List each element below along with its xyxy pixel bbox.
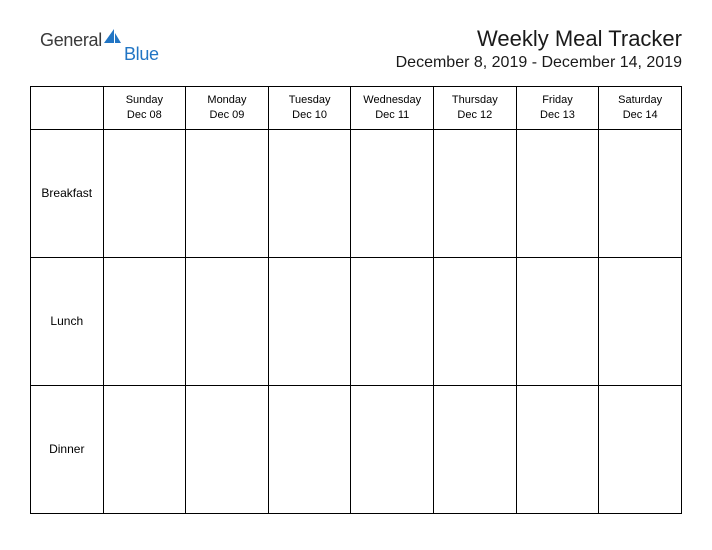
meal-cell[interactable]: [268, 129, 351, 257]
table-row: Dinner: [31, 385, 682, 513]
col-dayname: Wednesday: [353, 93, 431, 108]
meal-cell[interactable]: [351, 129, 434, 257]
col-daydate: Dec 12: [436, 108, 514, 123]
table-header-row: Sunday Dec 08 Monday Dec 09 Tuesday Dec …: [31, 87, 682, 130]
row-label: Dinner: [31, 385, 104, 513]
meal-cell[interactable]: [186, 129, 269, 257]
title-block: Weekly Meal Tracker December 8, 2019 - D…: [396, 26, 682, 72]
col-header: Friday Dec 13: [516, 87, 599, 130]
logo-word-blue: Blue: [124, 44, 159, 65]
col-dayname: Thursday: [436, 93, 514, 108]
meal-cell[interactable]: [434, 257, 517, 385]
col-daydate: Dec 13: [519, 108, 597, 123]
page-subtitle: December 8, 2019 - December 14, 2019: [396, 54, 682, 72]
meal-cell[interactable]: [186, 385, 269, 513]
logo: General Blue: [30, 26, 161, 51]
col-dayname: Tuesday: [271, 93, 349, 108]
col-header: Thursday Dec 12: [434, 87, 517, 130]
meal-cell[interactable]: [268, 257, 351, 385]
meal-cell[interactable]: [516, 257, 599, 385]
header: General Blue Weekly Meal Tracker Decembe…: [30, 26, 682, 72]
table-corner-cell: [31, 87, 104, 130]
col-daydate: Dec 14: [601, 108, 679, 123]
meal-cell[interactable]: [186, 257, 269, 385]
page-title: Weekly Meal Tracker: [396, 26, 682, 52]
meal-cell[interactable]: [516, 385, 599, 513]
meal-cell[interactable]: [599, 257, 682, 385]
meal-cell[interactable]: [103, 129, 186, 257]
col-header: Wednesday Dec 11: [351, 87, 434, 130]
col-daydate: Dec 09: [188, 108, 266, 123]
table-row: Breakfast: [31, 129, 682, 257]
col-dayname: Saturday: [601, 93, 679, 108]
page: General Blue Weekly Meal Tracker Decembe…: [0, 0, 712, 550]
logo-word-general: General: [40, 30, 102, 51]
meal-cell[interactable]: [516, 129, 599, 257]
col-daydate: Dec 11: [353, 108, 431, 123]
meal-cell[interactable]: [599, 385, 682, 513]
col-daydate: Dec 10: [271, 108, 349, 123]
meal-cell[interactable]: [103, 385, 186, 513]
col-dayname: Sunday: [106, 93, 184, 108]
meal-cell[interactable]: [351, 257, 434, 385]
col-dayname: Monday: [188, 93, 266, 108]
col-daydate: Dec 08: [106, 108, 184, 123]
row-label: Lunch: [31, 257, 104, 385]
row-label: Breakfast: [31, 129, 104, 257]
meal-cell[interactable]: [599, 129, 682, 257]
meal-cell[interactable]: [434, 385, 517, 513]
meal-tracker-table: Sunday Dec 08 Monday Dec 09 Tuesday Dec …: [30, 86, 682, 514]
col-header: Monday Dec 09: [186, 87, 269, 130]
table-row: Lunch: [31, 257, 682, 385]
col-header: Saturday Dec 14: [599, 87, 682, 130]
meal-cell[interactable]: [103, 257, 186, 385]
col-dayname: Friday: [519, 93, 597, 108]
col-header: Tuesday Dec 10: [268, 87, 351, 130]
meal-cell[interactable]: [434, 129, 517, 257]
logo-sail-icon: [103, 28, 123, 49]
meal-cell[interactable]: [351, 385, 434, 513]
meal-cell[interactable]: [268, 385, 351, 513]
col-header: Sunday Dec 08: [103, 87, 186, 130]
